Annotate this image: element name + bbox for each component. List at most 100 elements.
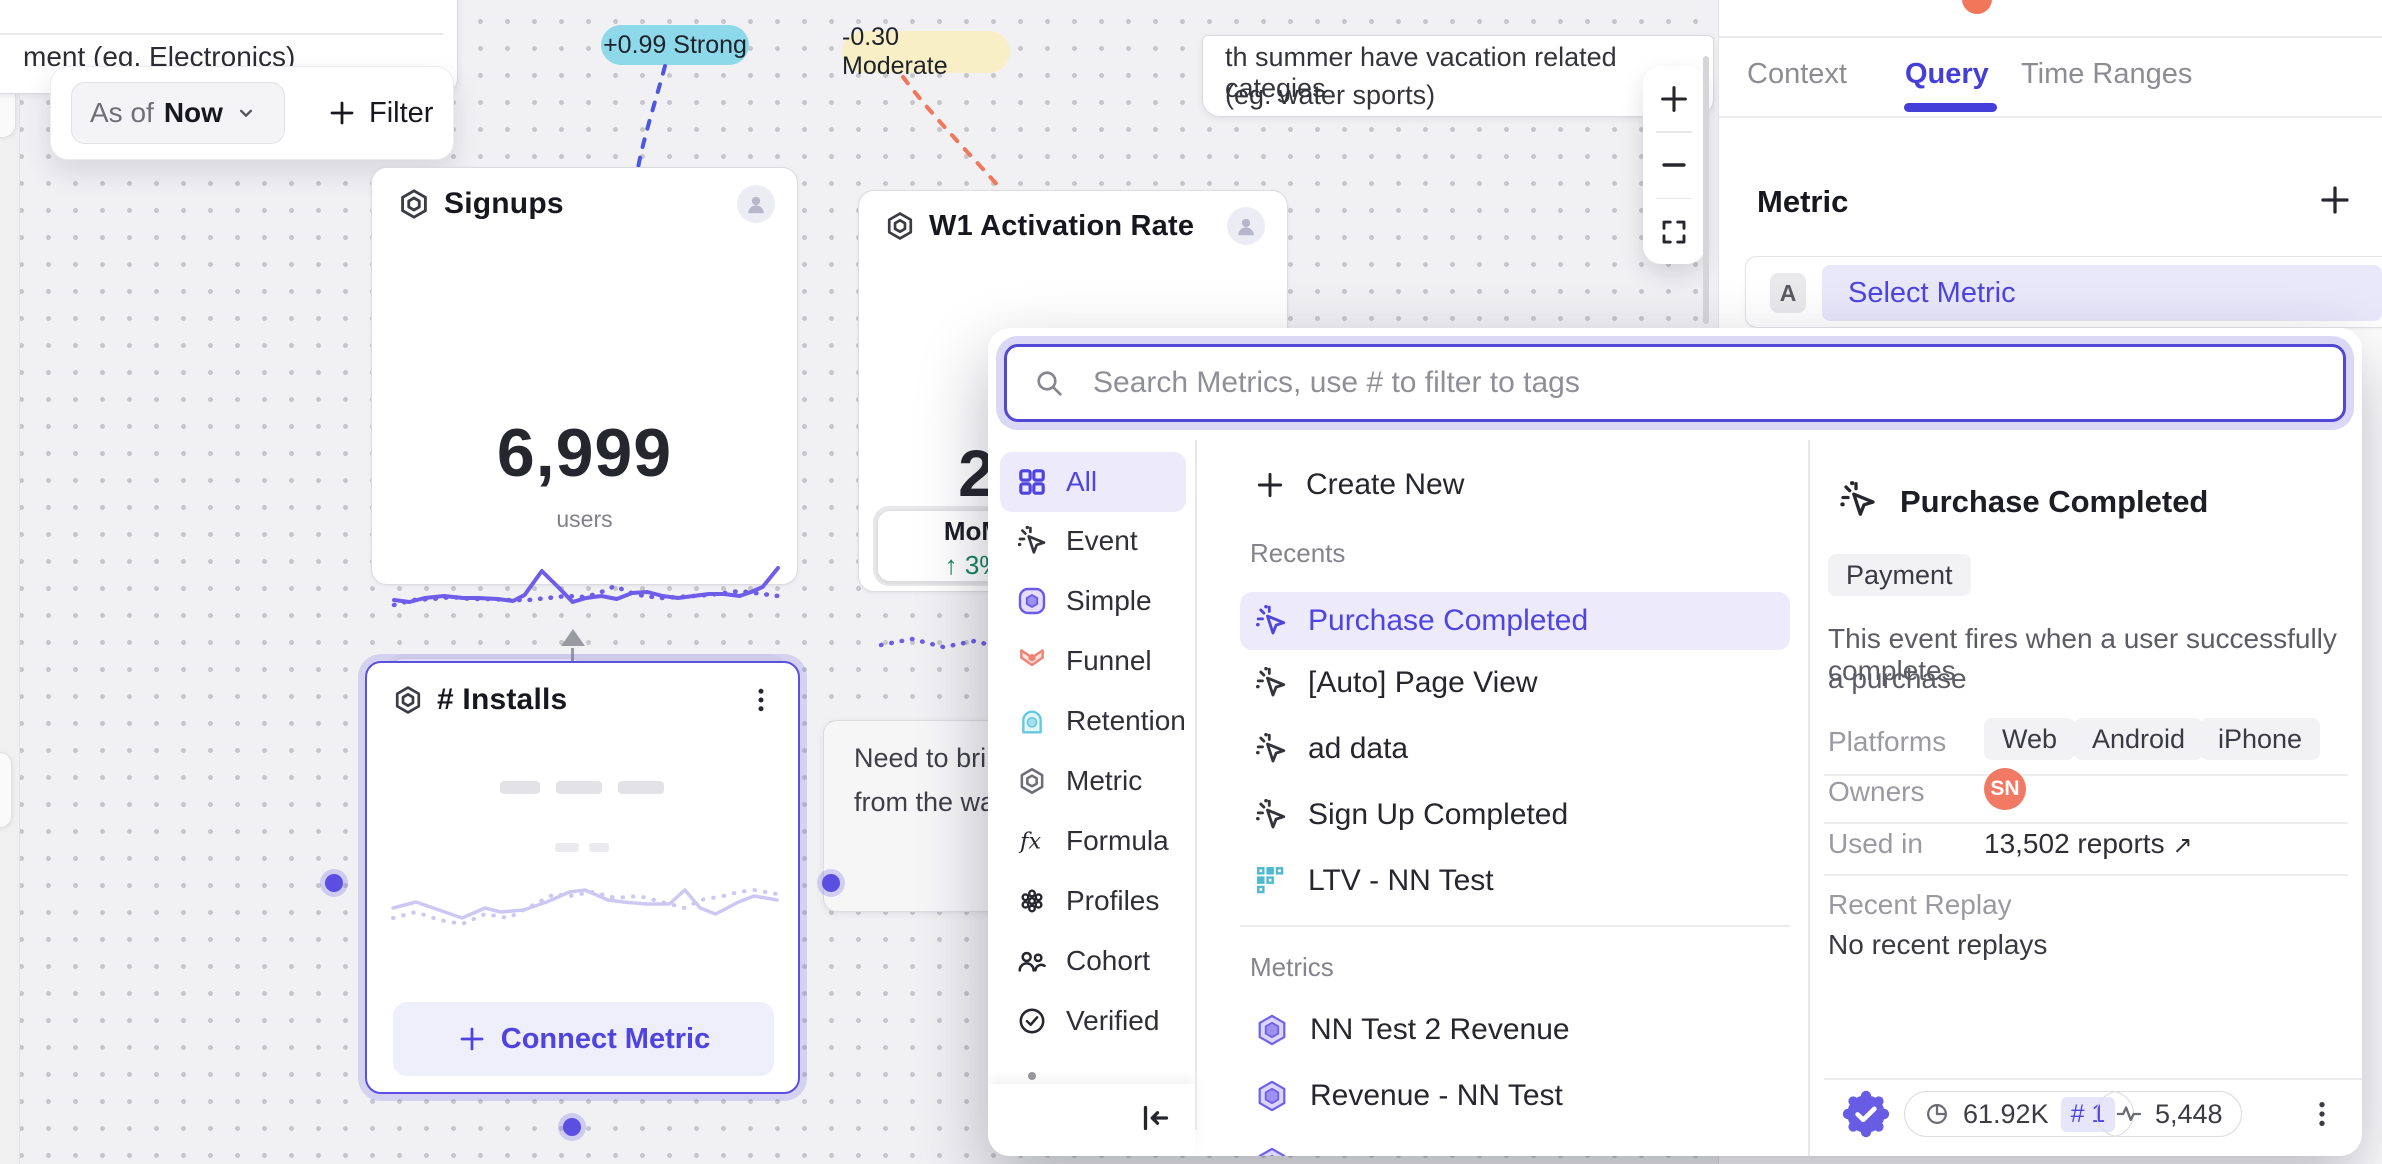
category-event[interactable]: Event	[1000, 511, 1186, 571]
recent-replay-label: Recent Replay	[1828, 889, 2012, 920]
detail-description-line2: a purchase	[1828, 663, 1967, 694]
zoom-out-button[interactable]	[1643, 133, 1705, 198]
search-input[interactable]	[1091, 365, 2317, 401]
filter-button[interactable]: Filter	[313, 82, 447, 144]
divider	[1824, 774, 2348, 776]
category-metric[interactable]: Metric	[1000, 751, 1186, 811]
card-owner-avatar[interactable]	[737, 185, 775, 223]
panel-top-divider	[1719, 36, 2382, 38]
as-of-dropdown[interactable]: As of Now	[71, 82, 285, 144]
zoom-controls	[1643, 66, 1705, 264]
card-title: # Installs	[437, 683, 568, 716]
divider	[1824, 874, 2348, 876]
plus-icon	[1254, 469, 1286, 501]
skeleton-dash	[555, 843, 579, 852]
verified-seal-icon	[1842, 1090, 1890, 1138]
metric-item-nn-test-2-revenue[interactable]: NN Test 2 Revenue	[1240, 1001, 1790, 1059]
used-in-value[interactable]: 13,502 reports ↗	[1984, 828, 2193, 859]
add-metric-icon[interactable]	[2317, 182, 2353, 218]
recent-item-sign-up-completed[interactable]: Sign Up Completed	[1240, 786, 1790, 844]
selection-handle-bottom[interactable]	[563, 1118, 581, 1136]
category-verified[interactable]: Verified	[1000, 991, 1186, 1051]
metric-card-signups[interactable]: Signups 6,999 users MoM ↑ 3% YoY ↑ 27 . …	[371, 167, 798, 738]
tab-query[interactable]: Query	[1905, 58, 1989, 90]
event-icon	[1016, 525, 1048, 557]
metric-item-revenue-nn-test[interactable]: Revenue - NN Test	[1240, 1067, 1790, 1125]
tab-time-ranges[interactable]: Time Ranges	[2021, 58, 2193, 90]
metric-search-field[interactable]	[1004, 344, 2346, 422]
category-retention[interactable]: Retention	[1000, 691, 1186, 751]
note-line1: th summer have vacation related categies	[1225, 42, 1617, 103]
selection-handle-left[interactable]	[325, 874, 343, 892]
recent-item-ad-data[interactable]: ad data	[1240, 720, 1790, 778]
skeleton-bar	[500, 781, 540, 794]
category-cohort[interactable]: Cohort	[1000, 931, 1186, 991]
simple-icon	[1016, 585, 1048, 617]
category-profiles[interactable]: Profiles	[1000, 871, 1186, 931]
skeleton-bar	[556, 781, 602, 794]
correlation-badge-moderate[interactable]: -0.30 Moderate	[842, 23, 1010, 80]
event-icon	[1838, 480, 1878, 520]
zoom-in-button[interactable]	[1643, 66, 1705, 131]
event-icon	[1254, 604, 1288, 638]
metric-letter-badge: A	[1770, 273, 1806, 313]
category-formula[interactable]: Formula	[1000, 811, 1186, 871]
note-line1: Need to brin	[854, 743, 1002, 773]
platform-tag-android: Android	[2074, 718, 2204, 760]
detail-tag-payment[interactable]: Payment	[1828, 554, 1971, 596]
connect-metric-button[interactable]: Connect Metric	[393, 1002, 774, 1076]
retention-icon	[1016, 705, 1048, 737]
selection-handle-right[interactable]	[822, 874, 840, 892]
owner-avatar[interactable]: SN	[1984, 768, 2026, 810]
event-icon	[1254, 666, 1288, 700]
metric-card-installs[interactable]: # Installs Connect Metric	[365, 661, 800, 1094]
note-line2: (eg. water sports)	[1225, 80, 1436, 110]
metrics-section-label: Metrics	[1250, 952, 1334, 982]
recent-item-ltv-nn-test[interactable]: LTV - NN Test	[1240, 852, 1790, 910]
pulse-icon	[2115, 1100, 2143, 1128]
connector-stub	[571, 648, 574, 662]
activity-stat-pill[interactable]: 5,448	[2096, 1091, 2242, 1137]
category-all[interactable]: All	[1000, 452, 1186, 512]
platform-tag-web: Web	[1984, 718, 2076, 760]
category-simple[interactable]: Simple	[1000, 571, 1186, 631]
correlation-badge-strong[interactable]: +0.99 Strong	[601, 25, 749, 65]
card-title: Signups	[444, 187, 564, 220]
sticky-note-vacation[interactable]: th summer have vacation related categies…	[1202, 35, 1714, 117]
divider	[1656, 197, 1692, 199]
kebab-menu-icon[interactable]	[2306, 1098, 2338, 1130]
category-funnel[interactable]: Funnel	[1000, 631, 1186, 691]
signups-unit: users	[556, 506, 613, 532]
kebab-menu-icon[interactable]	[746, 685, 776, 715]
card-title: W1 Activation Rate	[929, 209, 1195, 242]
event-icon	[1254, 732, 1288, 766]
collapse-sidebar-icon[interactable]	[1138, 1100, 1174, 1136]
recent-item-auto-page-view[interactable]: [Auto] Page View	[1240, 654, 1790, 712]
metric-hexagon-icon	[1016, 765, 1048, 797]
detail-title: Purchase Completed	[1900, 484, 2209, 519]
platforms-label: Platforms	[1828, 726, 1947, 757]
connector-arrowhead	[561, 629, 585, 646]
ltv-grid-icon	[1254, 864, 1288, 898]
select-metric-card: A Select Metric	[1745, 256, 2382, 328]
tabbar-border	[1719, 116, 2382, 118]
recent-replay-value: No recent replays	[1828, 929, 2048, 960]
left-rail-handle-bottom[interactable]	[0, 752, 12, 828]
canvas-scrollbar[interactable]	[1703, 56, 1709, 324]
tab-context[interactable]: Context	[1747, 58, 1847, 90]
metric-section-heading: Metric	[1757, 184, 1849, 219]
metric-hexagon-icon	[883, 209, 917, 243]
arrow-up-right-icon: ↗	[2172, 832, 2193, 859]
create-new-button[interactable]: Create New	[1240, 456, 1790, 514]
verified-icon	[1016, 1005, 1048, 1037]
card-owner-avatar[interactable]	[1227, 207, 1265, 245]
connect-metric-label: Connect Metric	[500, 1022, 711, 1055]
board-toolbar: As of Now Filter	[50, 66, 454, 160]
select-metric-input[interactable]: Select Metric	[1822, 265, 2382, 321]
recents-section-label: Recents	[1250, 538, 1346, 568]
fit-screen-button[interactable]	[1643, 199, 1705, 264]
metric-item-partial[interactable]	[1240, 1134, 1790, 1156]
installs-sparkline	[391, 887, 779, 927]
recent-item-purchase-completed[interactable]: Purchase Completed	[1240, 592, 1790, 650]
